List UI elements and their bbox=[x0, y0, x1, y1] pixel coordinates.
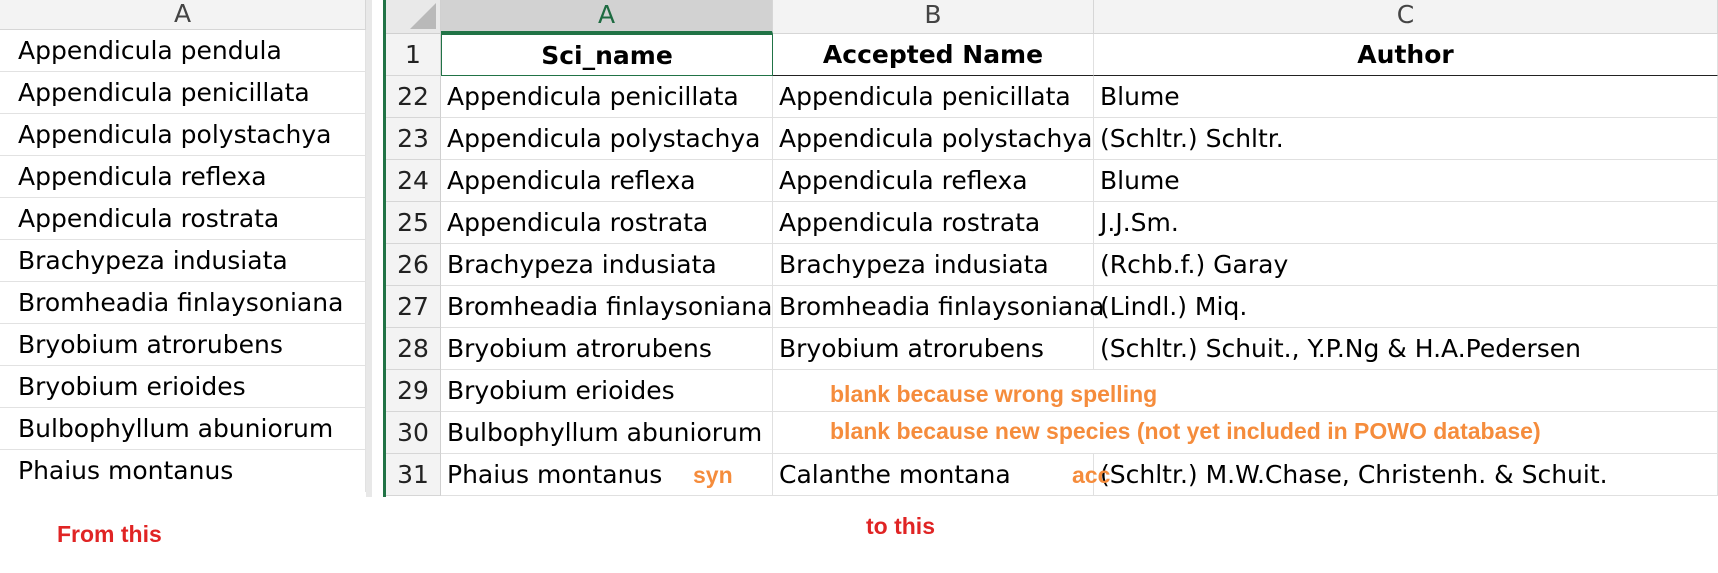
cell-accepted-name[interactable]: Appendicula penicillata bbox=[773, 76, 1094, 118]
select-all-corner[interactable] bbox=[386, 0, 441, 34]
caption-to: to this bbox=[866, 513, 935, 539]
cell-sci-name[interactable]: Appendicula rostrata bbox=[441, 202, 773, 244]
left-cell[interactable]: Brachypeza indusiata bbox=[0, 240, 366, 282]
row-number[interactable]: 31 bbox=[386, 454, 441, 496]
cell-author[interactable]: (Rchb.f.) Garay bbox=[1094, 244, 1718, 286]
row-number[interactable]: 23 bbox=[386, 118, 441, 160]
left-cell[interactable]: Appendicula pendula bbox=[0, 30, 366, 72]
header-cell-sci-name[interactable]: Sci_name bbox=[441, 34, 773, 76]
left-scroll-gutter bbox=[366, 0, 372, 497]
table-row: 24 Appendicula reflexa Appendicula refle… bbox=[386, 160, 1718, 202]
cell-accepted-name[interactable]: Appendicula rostrata bbox=[773, 202, 1094, 244]
left-cell[interactable]: Appendicula polystachya bbox=[0, 114, 366, 156]
table-row: 26 Brachypeza indusiata Brachypeza indus… bbox=[386, 244, 1718, 286]
cell-author[interactable]: Blume bbox=[1094, 160, 1718, 202]
column-header-a[interactable]: A bbox=[441, 0, 773, 34]
cell-author[interactable]: (Schltr.) Schltr. bbox=[1094, 118, 1718, 160]
note-acc: acc bbox=[1072, 462, 1111, 488]
cell-sci-name[interactable]: Bryobium atrorubens bbox=[441, 328, 773, 370]
table-row: 30 Bulbophyllum abuniorum bbox=[386, 412, 1718, 454]
table-row: 25 Appendicula rostrata Appendicula rost… bbox=[386, 202, 1718, 244]
cell-accepted-name[interactable] bbox=[773, 412, 1094, 454]
left-column-header-bar: A bbox=[0, 0, 372, 30]
cell-sci-name[interactable]: Appendicula reflexa bbox=[441, 160, 773, 202]
left-cell[interactable]: Bryobium atrorubens bbox=[0, 324, 366, 366]
header-cell-author[interactable]: Author bbox=[1094, 34, 1718, 76]
row-number[interactable]: 25 bbox=[386, 202, 441, 244]
left-cell[interactable]: Appendicula rostrata bbox=[0, 198, 366, 240]
left-column-header-a[interactable]: A bbox=[0, 0, 366, 30]
cell-sci-name[interactable]: Bromheadia finlaysoniana bbox=[441, 286, 773, 328]
sheet-divider bbox=[383, 0, 386, 497]
cell-sci-name[interactable]: Appendicula penicillata bbox=[441, 76, 773, 118]
row-number[interactable]: 28 bbox=[386, 328, 441, 370]
cell-author[interactable]: (Schltr.) M.W.Chase, Christenh. & Schuit… bbox=[1094, 454, 1718, 496]
row-number[interactable]: 1 bbox=[386, 34, 441, 76]
table-row: 31 Phaius montanus Calanthe montana (Sch… bbox=[386, 454, 1718, 496]
column-header-b[interactable]: B bbox=[773, 0, 1094, 34]
cell-sci-name[interactable]: Bulbophyllum abuniorum bbox=[441, 412, 773, 454]
row-number[interactable]: 24 bbox=[386, 160, 441, 202]
row-number[interactable]: 30 bbox=[386, 412, 441, 454]
column-header-c[interactable]: C bbox=[1094, 0, 1718, 34]
cell-sci-name[interactable]: Bryobium erioides bbox=[441, 370, 773, 412]
cell-author[interactable]: J.J.Sm. bbox=[1094, 202, 1718, 244]
left-spreadsheet: A Appendicula pendula Appendicula penici… bbox=[0, 0, 372, 497]
cell-accepted-name[interactable]: Appendicula reflexa bbox=[773, 160, 1094, 202]
cell-sci-name[interactable]: Brachypeza indusiata bbox=[441, 244, 773, 286]
table-row: 28 Bryobium atrorubens Bryobium atrorube… bbox=[386, 328, 1718, 370]
cell-accepted-name[interactable] bbox=[773, 370, 1094, 412]
cell-accepted-name[interactable]: Appendicula polystachya bbox=[773, 118, 1094, 160]
cell-author[interactable]: Blume bbox=[1094, 76, 1718, 118]
cell-sci-name[interactable]: Phaius montanus bbox=[441, 454, 773, 496]
table-header-row: 1 Sci_name Accepted Name Author bbox=[386, 34, 1718, 76]
row-number[interactable]: 26 bbox=[386, 244, 441, 286]
select-all-triangle-icon bbox=[410, 3, 436, 29]
cell-author[interactable]: (Lindl.) Miq. bbox=[1094, 286, 1718, 328]
left-cell[interactable]: Appendicula penicillata bbox=[0, 72, 366, 114]
cell-accepted-name[interactable]: Calanthe montana bbox=[773, 454, 1094, 496]
note-wrong-spelling: blank because wrong spelling bbox=[830, 381, 1158, 407]
note-syn: syn bbox=[693, 462, 733, 488]
cell-author[interactable]: (Schltr.) Schuit., Y.P.Ng & H.A.Pedersen bbox=[1094, 328, 1718, 370]
caption-from: From this bbox=[57, 521, 162, 547]
left-cell[interactable]: Bryobium erioides bbox=[0, 366, 366, 408]
cell-accepted-name[interactable]: Bromheadia finlaysoniana bbox=[773, 286, 1104, 328]
left-cell[interactable]: Bulbophyllum abuniorum bbox=[0, 408, 366, 450]
row-number[interactable]: 29 bbox=[386, 370, 441, 412]
table-row: 29 Bryobium erioides bbox=[386, 370, 1718, 412]
header-cell-accepted-name[interactable]: Accepted Name bbox=[773, 34, 1094, 76]
note-new-species: blank because new species (not yet inclu… bbox=[830, 418, 1541, 444]
cell-accepted-name[interactable]: Brachypeza indusiata bbox=[773, 244, 1094, 286]
row-number[interactable]: 22 bbox=[386, 76, 441, 118]
left-rows: Appendicula pendula Appendicula penicill… bbox=[0, 30, 366, 492]
row-number[interactable]: 27 bbox=[386, 286, 441, 328]
cell-accepted-name[interactable]: Bryobium atrorubens bbox=[773, 328, 1094, 370]
right-spreadsheet: A B C 1 Sci_name Accepted Name Author 22… bbox=[386, 0, 1718, 497]
table-row: 27 Bromheadia finlaysoniana Bromheadia f… bbox=[386, 286, 1718, 328]
table-row: 22 Appendicula penicillata Appendicula p… bbox=[386, 76, 1718, 118]
left-cell[interactable]: Bromheadia finlaysoniana bbox=[0, 282, 366, 324]
cell-sci-name[interactable]: Appendicula polystachya bbox=[441, 118, 773, 160]
cell-author[interactable] bbox=[1094, 370, 1718, 412]
left-cell[interactable]: Phaius montanus bbox=[0, 450, 366, 492]
table-row: 23 Appendicula polystachya Appendicula p… bbox=[386, 118, 1718, 160]
left-cell[interactable]: Appendicula reflexa bbox=[0, 156, 366, 198]
